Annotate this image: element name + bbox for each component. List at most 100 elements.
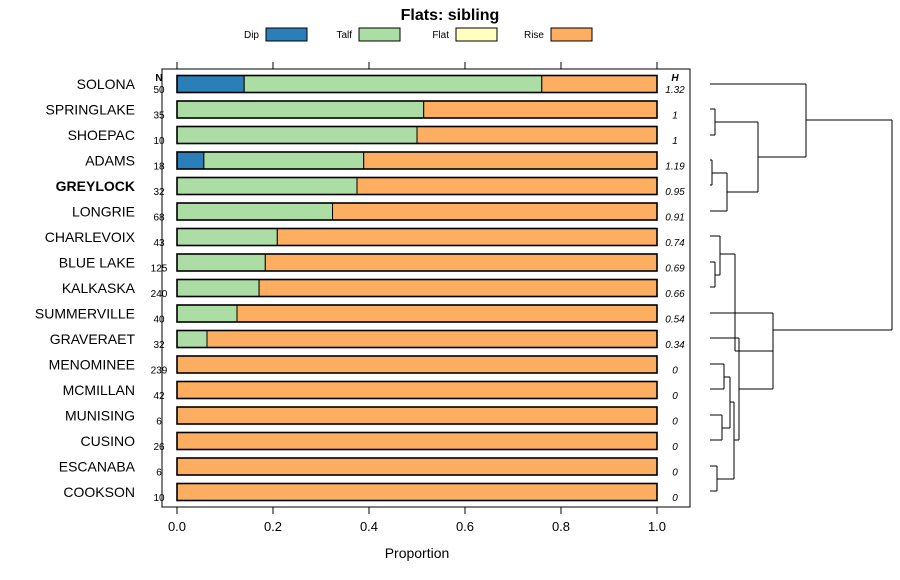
bar-talf	[203, 151, 365, 170]
x-axis: 0.0 0.2 0.4 0.6 0.8 1.0	[168, 62, 666, 534]
x-tick-label: 1.0	[648, 519, 666, 534]
bar-rise	[416, 126, 658, 144]
bar-rise	[236, 304, 658, 323]
bar-outline	[176, 380, 658, 400]
bar-rise	[363, 151, 658, 170]
h-value: 0	[672, 493, 678, 504]
bar-talf	[176, 177, 358, 195]
category-label: ADAMS	[85, 153, 135, 169]
bar-rise	[176, 432, 658, 450]
n-value: 6	[156, 417, 162, 428]
h-header: H	[671, 73, 679, 84]
bar-dip	[176, 151, 205, 170]
category-label: GRAVERAET	[50, 331, 136, 347]
bar-rise	[541, 75, 658, 93]
category-label: COOKSON	[63, 484, 135, 500]
bar-outline	[176, 278, 658, 298]
category-label: MUNISING	[65, 408, 135, 424]
bar-rise	[264, 253, 658, 272]
bar-rise	[332, 202, 658, 221]
bar-talf	[176, 330, 208, 348]
legend: Dip Talf Flat Rise	[244, 27, 593, 42]
plot-frame	[161, 68, 691, 508]
h-value: 0.54	[665, 315, 685, 326]
n-value: 35	[153, 111, 165, 122]
category-label: SUMMERVILLE	[35, 306, 135, 322]
bar-outline	[176, 329, 658, 349]
n-value: 10	[153, 136, 165, 147]
category-label: SPRINGLAKE	[46, 102, 135, 118]
category-label: GREYLOCK	[56, 178, 135, 194]
legend-swatch-rise	[550, 27, 593, 42]
bar-talf	[176, 279, 260, 297]
bar-outline	[176, 151, 658, 170]
h-value: 0	[672, 442, 678, 453]
x-tick-label: 0.2	[264, 519, 282, 534]
n-value: 32	[153, 187, 165, 198]
category-label: ESCANABA	[59, 459, 136, 475]
h-value: 0	[672, 417, 678, 428]
bar-rise	[423, 100, 658, 119]
n-value: 50	[153, 85, 165, 96]
h-value: 1	[672, 111, 678, 122]
bar-rise	[176, 483, 658, 501]
bar-talf	[176, 228, 278, 246]
bar-outline	[176, 253, 658, 272]
n-value: 40	[153, 315, 165, 326]
category-label: CUSINO	[81, 433, 136, 449]
n-value: 18	[153, 162, 165, 173]
n-header: N	[155, 73, 162, 84]
n-value: 32	[153, 340, 165, 351]
h-value: 1.32	[665, 85, 685, 96]
bar-outline	[176, 176, 658, 196]
x-tick-label: 0.8	[552, 519, 570, 534]
h-value: 0.34	[665, 340, 685, 351]
bar-rise	[258, 279, 658, 297]
bar-rise	[206, 330, 658, 348]
legend-label-talf: Talf	[336, 30, 352, 41]
n-value: 26	[153, 442, 165, 453]
n-value: 42	[153, 391, 165, 402]
n-value: 10	[153, 493, 165, 504]
bar-outline	[176, 74, 658, 94]
bar-outline	[176, 227, 658, 247]
chart-title: Flats: sibling	[401, 7, 500, 24]
bar-outline	[176, 355, 658, 374]
legend-label-dip: Dip	[244, 30, 259, 41]
category-label: SOLONA	[77, 76, 136, 92]
h-value: 0.69	[665, 264, 685, 275]
bar-outline	[176, 100, 658, 119]
n-value: 68	[153, 213, 165, 224]
n-value: 43	[153, 238, 165, 249]
h-value: 0	[672, 366, 678, 377]
bar-talf	[176, 304, 238, 323]
bar-outline	[176, 304, 658, 323]
legend-swatch-dip	[265, 27, 308, 42]
bar-outline	[176, 482, 658, 502]
category-label: LONGRIE	[72, 204, 135, 220]
category-label: MENOMINEE	[49, 357, 135, 373]
bar-talf	[176, 202, 334, 221]
h-value: 0.66	[665, 289, 685, 300]
category-labels: SOLONA 50 1.32 SPRINGLAKE 35 1 SHOEPAC 10 1 ADAMS…	[35, 76, 685, 504]
n-value: 240	[151, 289, 168, 300]
bar-rise	[356, 177, 658, 195]
h-value: 0	[672, 391, 678, 402]
bar-outline	[176, 125, 658, 145]
bar-talf	[176, 100, 425, 119]
bars-group	[176, 74, 658, 502]
bar-rise	[176, 406, 658, 425]
bar-rise	[176, 381, 658, 399]
bar-dip	[176, 75, 245, 93]
h-value: 0.91	[665, 213, 684, 224]
bar-talf	[176, 253, 266, 272]
h-value: 0.95	[665, 187, 685, 198]
h-value: 0.74	[665, 238, 685, 249]
bar-outline	[176, 431, 658, 451]
bar-rise	[176, 355, 658, 374]
h-value: 1	[672, 136, 678, 147]
x-axis-label: Proportion	[385, 545, 450, 561]
dendrogram	[710, 83, 893, 492]
x-tick-label: 0.0	[168, 519, 186, 534]
